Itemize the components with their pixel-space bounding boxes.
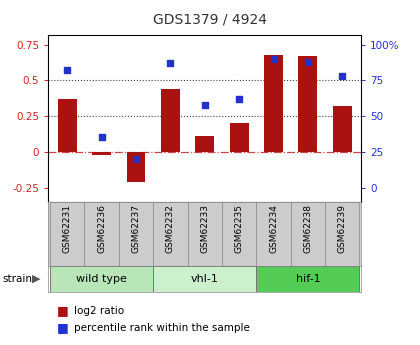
Point <box>270 56 277 61</box>
Bar <box>126 152 145 182</box>
Bar <box>291 202 325 266</box>
Text: ■: ■ <box>57 321 68 334</box>
Bar <box>84 202 119 266</box>
Bar <box>50 202 84 266</box>
Text: GSM62236: GSM62236 <box>97 204 106 253</box>
Bar <box>58 99 77 152</box>
Point <box>64 68 71 73</box>
Text: hif-1: hif-1 <box>296 274 320 284</box>
Point <box>167 60 174 66</box>
Bar <box>333 106 352 152</box>
Text: GSM62231: GSM62231 <box>63 204 72 253</box>
Point <box>98 135 105 140</box>
Bar <box>230 123 249 152</box>
Bar <box>256 266 360 292</box>
Bar <box>256 202 291 266</box>
Bar <box>92 152 111 155</box>
Bar <box>195 136 214 152</box>
Text: GSM62235: GSM62235 <box>235 204 244 253</box>
Text: GSM62238: GSM62238 <box>303 204 312 253</box>
Point <box>236 96 242 102</box>
Bar <box>264 55 283 152</box>
Bar <box>299 56 318 152</box>
Text: ■: ■ <box>57 304 68 317</box>
Text: percentile rank within the sample: percentile rank within the sample <box>74 323 249 333</box>
Text: GSM62234: GSM62234 <box>269 204 278 253</box>
Point <box>133 156 139 162</box>
Point <box>202 102 208 107</box>
Point <box>304 59 311 65</box>
Bar <box>153 202 188 266</box>
Bar <box>153 266 256 292</box>
Text: wild type: wild type <box>76 274 127 284</box>
Text: GSM62239: GSM62239 <box>338 204 347 253</box>
Bar <box>188 202 222 266</box>
Bar <box>161 89 180 152</box>
Text: GDS1379 / 4924: GDS1379 / 4924 <box>153 12 267 26</box>
Bar <box>222 202 256 266</box>
Bar <box>50 266 153 292</box>
Text: vhl-1: vhl-1 <box>191 274 219 284</box>
Text: GSM62233: GSM62233 <box>200 204 209 253</box>
Point <box>339 73 346 79</box>
Text: GSM62237: GSM62237 <box>131 204 140 253</box>
Text: strain: strain <box>2 274 32 284</box>
Bar <box>325 202 360 266</box>
Bar <box>119 202 153 266</box>
Text: ▶: ▶ <box>32 274 41 284</box>
Text: log2 ratio: log2 ratio <box>74 306 123 315</box>
Text: GSM62232: GSM62232 <box>166 204 175 253</box>
